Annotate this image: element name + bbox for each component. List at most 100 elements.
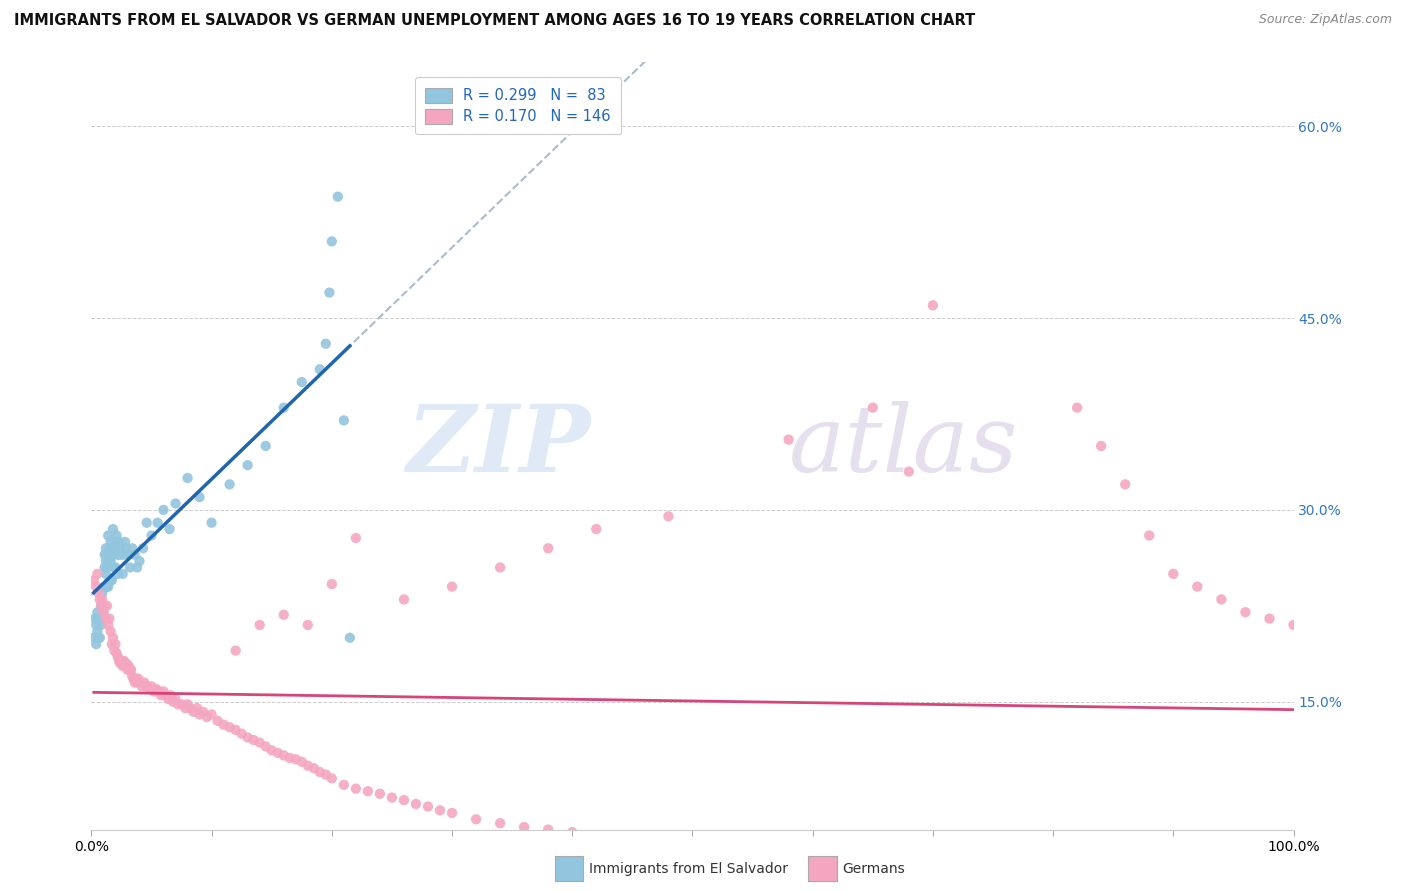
Point xyxy=(103,643,125,657)
Point xyxy=(344,531,367,545)
Point xyxy=(152,503,174,517)
Point xyxy=(125,560,148,574)
Point xyxy=(1090,439,1112,453)
Point xyxy=(318,285,340,300)
Point xyxy=(236,731,259,745)
Point xyxy=(254,439,277,453)
Point xyxy=(440,805,463,820)
Point xyxy=(267,746,290,760)
Point xyxy=(513,820,536,834)
Point xyxy=(96,580,118,594)
Point xyxy=(86,566,108,581)
Text: Immigrants from El Salvador: Immigrants from El Salvador xyxy=(589,862,789,876)
Point xyxy=(121,669,143,683)
Point xyxy=(93,605,115,619)
Point xyxy=(104,560,127,574)
Point xyxy=(101,522,124,536)
Point xyxy=(117,548,139,562)
Point xyxy=(94,541,117,556)
Point xyxy=(308,765,330,780)
Point xyxy=(124,548,146,562)
Point xyxy=(315,336,337,351)
Point xyxy=(107,649,129,664)
Point xyxy=(873,861,896,875)
Point xyxy=(297,618,319,632)
Point xyxy=(225,723,247,737)
Point xyxy=(922,866,945,880)
Text: ZIP: ZIP xyxy=(406,401,591,491)
Point xyxy=(170,698,193,712)
Point xyxy=(326,189,349,203)
Point xyxy=(100,574,122,588)
Point xyxy=(115,657,138,671)
Point xyxy=(321,235,343,249)
Point xyxy=(83,631,105,645)
Point xyxy=(231,726,253,740)
Point xyxy=(302,761,325,775)
Point xyxy=(103,541,125,556)
Point xyxy=(321,577,343,591)
Point xyxy=(801,851,824,865)
Point xyxy=(111,566,134,581)
Point xyxy=(368,787,391,801)
Point xyxy=(98,541,121,556)
Point xyxy=(100,534,122,549)
Point xyxy=(212,717,235,731)
Point xyxy=(84,580,107,594)
Point xyxy=(176,698,198,712)
Point xyxy=(105,534,128,549)
Point xyxy=(111,659,134,673)
Point xyxy=(155,689,177,703)
Point xyxy=(585,522,607,536)
Point xyxy=(609,831,631,846)
Point xyxy=(897,863,920,878)
Point xyxy=(91,586,114,600)
Point xyxy=(186,701,208,715)
Point xyxy=(108,654,131,668)
Point xyxy=(321,772,343,786)
Point xyxy=(183,705,205,719)
Point xyxy=(152,684,174,698)
Point xyxy=(1187,580,1209,594)
Point xyxy=(89,612,111,626)
Point xyxy=(114,659,136,673)
Point xyxy=(146,516,169,530)
Point xyxy=(862,401,884,415)
Point xyxy=(585,829,607,843)
Point xyxy=(440,580,463,594)
Text: Germans: Germans xyxy=(842,862,905,876)
Point xyxy=(103,560,125,574)
Point xyxy=(176,471,198,485)
Point xyxy=(1137,528,1160,542)
Point xyxy=(284,752,307,766)
Point xyxy=(93,599,115,613)
Point xyxy=(132,541,155,556)
Point xyxy=(922,298,945,312)
Point xyxy=(101,541,124,556)
Point xyxy=(98,612,121,626)
Point xyxy=(97,580,120,594)
Point xyxy=(273,607,295,622)
Point xyxy=(97,618,120,632)
Point xyxy=(730,843,752,857)
Point xyxy=(94,554,117,568)
Point xyxy=(165,692,187,706)
Point xyxy=(174,701,197,715)
Point xyxy=(657,509,679,524)
Point xyxy=(118,659,141,673)
Point xyxy=(1211,592,1233,607)
Point xyxy=(87,612,110,626)
Point xyxy=(96,599,118,613)
Point xyxy=(128,554,150,568)
Point xyxy=(84,612,107,626)
Point xyxy=(344,781,367,796)
Point xyxy=(1234,605,1257,619)
Point xyxy=(657,835,679,849)
Point xyxy=(124,675,146,690)
Point xyxy=(291,755,314,769)
Point xyxy=(125,675,148,690)
Point xyxy=(681,838,703,852)
Point xyxy=(94,612,117,626)
Point xyxy=(706,840,728,855)
Text: IMMIGRANTS FROM EL SALVADOR VS GERMAN UNEMPLOYMENT AMONG AGES 16 TO 19 YEARS COR: IMMIGRANTS FROM EL SALVADOR VS GERMAN UN… xyxy=(14,13,976,29)
